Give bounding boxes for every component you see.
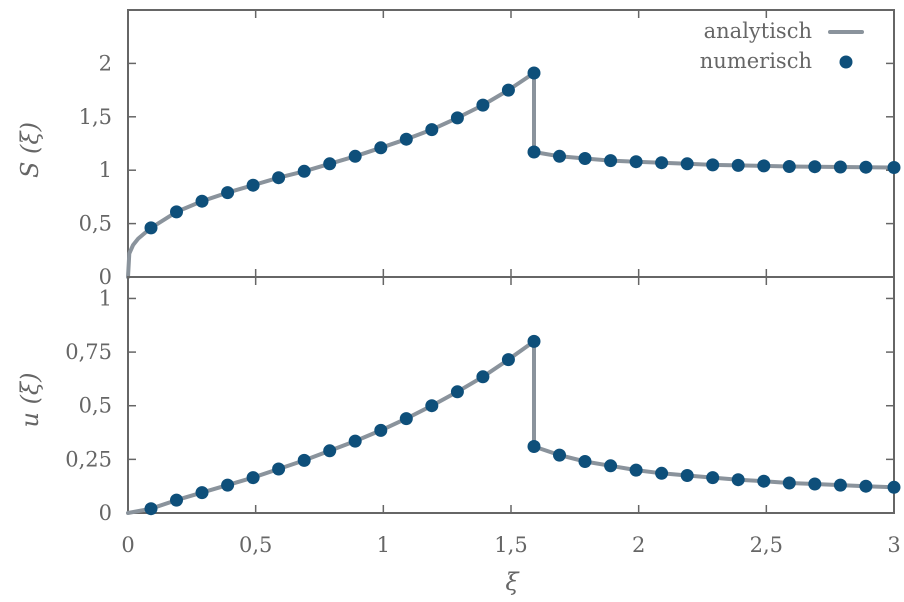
data-point-numerisch-u (680, 469, 694, 482)
data-point-numerisch-u (170, 493, 183, 507)
y-tick-label-u: 0,25 (65, 447, 112, 471)
data-point-numerisch-S (731, 158, 745, 172)
x-tick-label: 2 (632, 533, 645, 557)
data-point-numerisch-u (604, 459, 618, 473)
data-point-numerisch-u (297, 453, 311, 467)
data-point-numerisch-u (859, 479, 873, 493)
y-tick-label-u: 1 (99, 286, 112, 310)
y-tick-label-u: 0,75 (65, 340, 112, 364)
y-tick-label-S: 1,5 (79, 105, 112, 129)
data-point-numerisch-S (808, 160, 822, 174)
data-point-numerisch-u (655, 466, 669, 480)
data-point-numerisch-S (527, 145, 541, 159)
data-point-numerisch-u (833, 478, 847, 492)
y-tick-label-S: 1 (99, 158, 112, 182)
data-point-numerisch-S (272, 171, 286, 185)
legend-label-numerisch: numerisch (700, 49, 812, 73)
data-point-numerisch-u (553, 448, 566, 462)
data-point-numerisch-S (833, 160, 847, 174)
data-point-numerisch-u (757, 474, 771, 488)
x-tick-label: 1 (377, 533, 390, 557)
y-tick-label-S: 0 (99, 265, 112, 289)
data-point-numerisch-u (527, 440, 541, 453)
data-point-numerisch-S (578, 152, 592, 165)
data-point-numerisch-S (527, 66, 541, 80)
data-point-numerisch-u (887, 480, 901, 494)
data-point-numerisch-S (170, 205, 183, 219)
data-point-numerisch-S (887, 161, 901, 174)
data-point-numerisch-S (221, 186, 235, 200)
data-point-numerisch-S (629, 155, 643, 169)
data-point-numerisch-S (297, 164, 311, 178)
panel-u: 0 0,25 0,5 0,75 1 u (ξ) (16, 276, 901, 525)
y-axis-label-S: S (ξ) (16, 122, 44, 178)
data-point-numerisch-u (425, 399, 439, 413)
data-point-numerisch-S (757, 159, 771, 173)
x-axis-label: ξ (505, 568, 520, 596)
x-tick-label: 0 (121, 533, 134, 557)
legend: analytisch numerisch (700, 19, 864, 73)
data-point-numerisch-u (782, 476, 796, 490)
data-point-numerisch-u (450, 385, 464, 399)
data-point-numerisch-u (246, 471, 260, 485)
data-point-numerisch-S (680, 157, 694, 171)
data-point-numerisch-u (578, 455, 592, 468)
data-point-numerisch-u (399, 412, 413, 426)
data-point-numerisch-S (655, 156, 669, 170)
data-point-numerisch-u (527, 334, 541, 348)
data-point-numerisch-u (501, 353, 515, 367)
data-point-numerisch-S (348, 149, 362, 163)
series-line-analytisch-u (126, 339, 896, 515)
x-tick-label: 0,5 (239, 533, 272, 557)
data-point-numerisch-S (476, 98, 490, 112)
x-tick-label: 3 (887, 533, 900, 557)
data-point-numerisch-S (450, 111, 464, 125)
data-point-numerisch-S (246, 178, 260, 192)
y-tick-label-u: 0,5 (79, 394, 112, 418)
data-point-numerisch-u (808, 477, 822, 491)
plot-frame-u (127, 276, 895, 514)
data-point-numerisch-u (706, 471, 720, 485)
data-point-numerisch-S (782, 160, 796, 173)
x-tick-label: 1,5 (494, 533, 527, 557)
y-tick-label-S: 0,5 (79, 212, 112, 236)
data-point-numerisch-S (706, 158, 720, 172)
data-point-numerisch-S (374, 141, 388, 155)
data-point-numerisch-S (859, 160, 873, 174)
data-point-numerisch-u (476, 370, 490, 384)
data-point-numerisch-S (195, 194, 209, 208)
data-point-numerisch-u (195, 486, 209, 500)
data-point-numerisch-S (604, 154, 618, 168)
data-point-numerisch-u (374, 423, 388, 437)
data-point-numerisch-u (144, 502, 158, 516)
y-axis-label-u: u (ξ) (16, 372, 44, 427)
data-point-numerisch-u (272, 462, 286, 476)
legend-point-swatch (839, 55, 853, 69)
x-axis: ξ 0 0,5 1 1,5 2 2,5 3 (121, 533, 900, 596)
y-tick-label-S: 2 (99, 51, 112, 75)
data-point-numerisch-S (144, 221, 158, 235)
x-tick-label: 2,5 (750, 533, 783, 557)
data-point-numerisch-S (323, 157, 337, 171)
data-point-numerisch-u (348, 434, 362, 448)
data-point-numerisch-u (629, 463, 643, 477)
data-point-numerisch-S (501, 83, 515, 97)
data-point-numerisch-S (553, 149, 566, 163)
data-point-numerisch-u (731, 473, 745, 487)
y-tick-label-u: 0 (99, 501, 112, 525)
data-point-numerisch-u (323, 444, 337, 458)
legend-label-analytisch: analytisch (704, 19, 812, 43)
panel-s: 0 0,5 1 1,5 2 S (ξ) (16, 9, 901, 289)
data-point-numerisch-S (399, 132, 413, 146)
series-line-analytisch-S (126, 71, 896, 279)
data-point-numerisch-S (425, 123, 439, 137)
data-point-numerisch-u (221, 478, 235, 492)
